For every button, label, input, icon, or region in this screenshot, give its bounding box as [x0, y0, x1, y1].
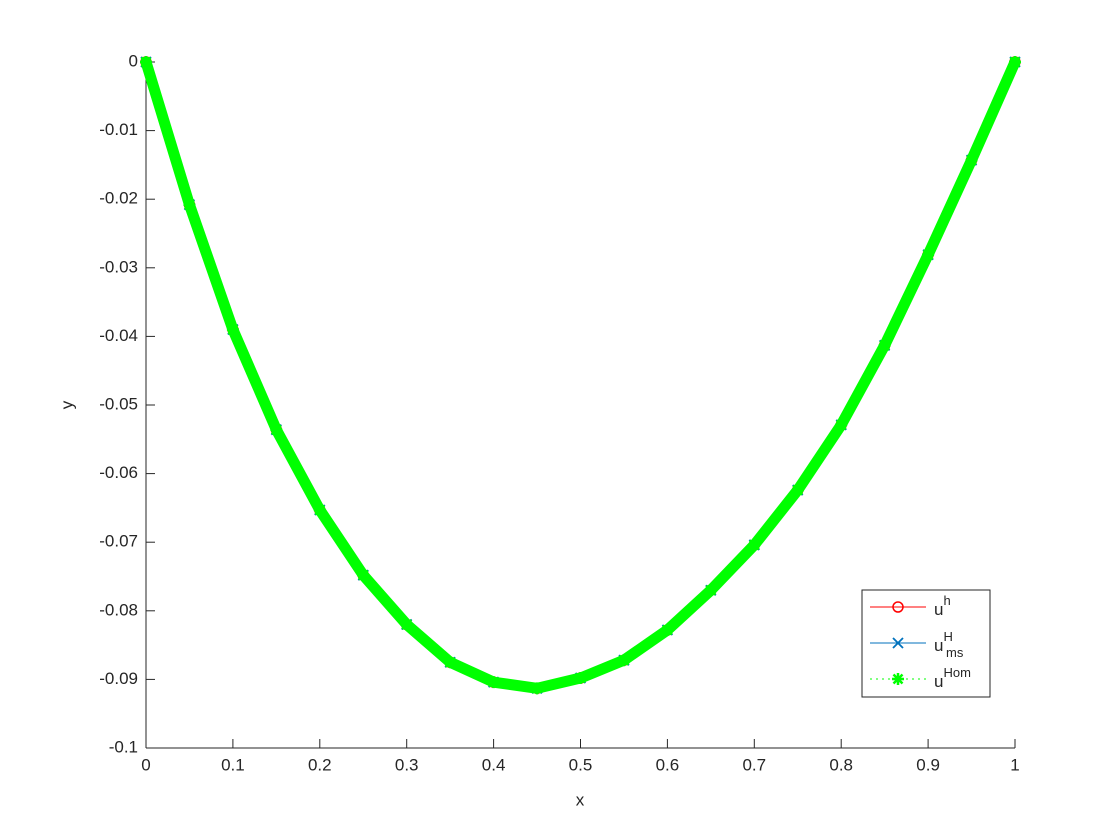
- point: [965, 154, 978, 167]
- point: [226, 323, 239, 336]
- legend-name: u: [934, 636, 943, 655]
- y-axis-label: y: [57, 400, 76, 409]
- y-tick-label: -0.01: [99, 120, 138, 139]
- point: [661, 624, 674, 637]
- point: [748, 538, 761, 551]
- legend-name: u: [934, 672, 943, 691]
- x-tick-label: 0.6: [656, 755, 680, 774]
- y-tick-label: -0.1: [109, 737, 138, 756]
- point: [617, 654, 630, 667]
- x-tick-label: 0: [141, 755, 150, 774]
- y-tick-label: -0.07: [99, 532, 138, 551]
- point: [574, 672, 587, 685]
- point: [1009, 56, 1021, 68]
- point: [835, 418, 848, 431]
- point: [270, 423, 283, 436]
- x-tick-label: 0.4: [482, 755, 506, 774]
- x-tick-label: 0.1: [221, 755, 245, 774]
- point: [183, 198, 196, 211]
- x-tick-label: 1: [1010, 755, 1019, 774]
- y-tick-label: 0: [129, 51, 138, 70]
- y-tick-label: -0.05: [99, 394, 138, 413]
- point: [704, 584, 717, 597]
- legend-label: uh: [934, 593, 951, 619]
- x-axis-label: x: [576, 790, 585, 809]
- point: [878, 339, 891, 352]
- y-tick-label: -0.09: [99, 669, 138, 688]
- legend-label: uHom: [934, 665, 971, 691]
- legend-sub: ms: [946, 645, 964, 660]
- legend-marker: [892, 637, 904, 649]
- point: [791, 484, 804, 497]
- y-tick-label: -0.06: [99, 463, 138, 482]
- y-tick-label: -0.02: [99, 189, 138, 208]
- legend-label: uH ms: [934, 629, 964, 660]
- legend-name: u: [934, 600, 943, 619]
- legend-sup: Hom: [943, 665, 970, 680]
- legend-symbol: [892, 673, 904, 685]
- legend-symbol: [892, 601, 904, 613]
- x-tick-label: 0.2: [308, 755, 332, 774]
- y-tick-label: -0.04: [99, 326, 138, 345]
- x-tick-label: 0.7: [742, 755, 766, 774]
- legend-marker: [892, 673, 904, 685]
- legend-symbol: [892, 637, 904, 649]
- point: [531, 682, 544, 695]
- point: [140, 56, 152, 68]
- y-tick-label: -0.03: [99, 257, 138, 276]
- point: [922, 248, 935, 261]
- x-tick-label: 0.9: [916, 755, 940, 774]
- y-tick-label: -0.08: [99, 600, 138, 619]
- x-tick-label: 0.5: [569, 755, 593, 774]
- x-tick-label: 0.3: [395, 755, 419, 774]
- point: [487, 676, 500, 689]
- x-tick-label: 0.8: [829, 755, 853, 774]
- point: [444, 656, 457, 669]
- legend-sup: h: [943, 593, 950, 608]
- point: [400, 618, 413, 631]
- legend-sup: H: [943, 629, 952, 644]
- point: [313, 503, 326, 516]
- legend-marker: [892, 601, 904, 613]
- point: [357, 569, 370, 582]
